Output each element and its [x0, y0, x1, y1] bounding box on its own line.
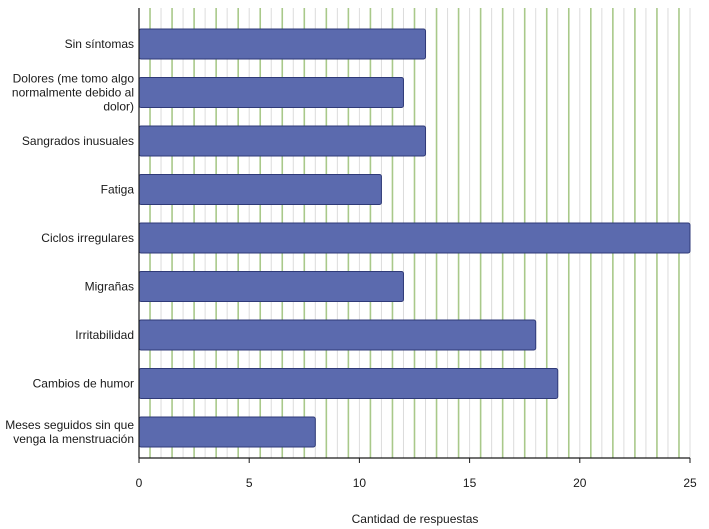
category-label-line: Meses seguidos sin que — [5, 418, 134, 432]
x-tick-label: 0 — [136, 476, 143, 490]
category-label: Sangrados inusuales — [22, 134, 134, 148]
bar — [138, 368, 559, 399]
category-label: Fatiga — [101, 183, 135, 197]
category-label: Irritabilidad — [75, 328, 134, 342]
category-label: Cambios de humor — [33, 377, 134, 391]
category-label-line: Dolores (me tomo algo — [13, 72, 135, 86]
category-label-line: dolor) — [103, 100, 134, 114]
category-label-line: Sin síntomas — [65, 37, 134, 51]
x-tick-labels: 0 5 10 15 20 25 — [136, 476, 697, 490]
x-axis-title: Cantidad de respuestas — [352, 512, 479, 526]
category-label: Meses seguidos sin que venga la menstruac… — [5, 418, 134, 446]
category-labels: Sin síntomas Dolores (me tomo algo normalm… — [5, 37, 134, 446]
bar — [138, 28, 427, 60]
bar — [138, 271, 404, 302]
category-label: Dolores (me tomo algo normalmente debido … — [12, 72, 134, 114]
category-label-line: Cambios de humor — [33, 377, 134, 391]
x-tick-label: 15 — [463, 476, 477, 490]
bar — [138, 174, 382, 205]
axes — [138, 8, 691, 463]
category-label-line: venga la menstruación — [13, 432, 134, 446]
x-tick-label: 5 — [246, 476, 253, 490]
category-label: Migrañas — [85, 280, 134, 294]
bar — [138, 416, 316, 448]
bar — [138, 77, 404, 108]
bar — [138, 222, 691, 254]
category-label-line: normalmente debido al — [12, 86, 134, 100]
category-label-line: Migrañas — [85, 280, 134, 294]
category-label: Sin síntomas — [65, 37, 134, 51]
bar — [138, 125, 427, 157]
category-label-line: Irritabilidad — [75, 328, 134, 342]
category-label: Ciclos irregulares — [41, 231, 134, 245]
x-tick-label: 25 — [683, 476, 697, 490]
category-label-line: Fatiga — [101, 183, 135, 197]
bar — [138, 319, 537, 351]
category-label-line: Sangrados inusuales — [22, 134, 134, 148]
x-tick-label: 20 — [573, 476, 587, 490]
bars — [138, 28, 691, 448]
category-label-line: Ciclos irregulares — [41, 231, 134, 245]
x-tick-label: 10 — [353, 476, 367, 490]
